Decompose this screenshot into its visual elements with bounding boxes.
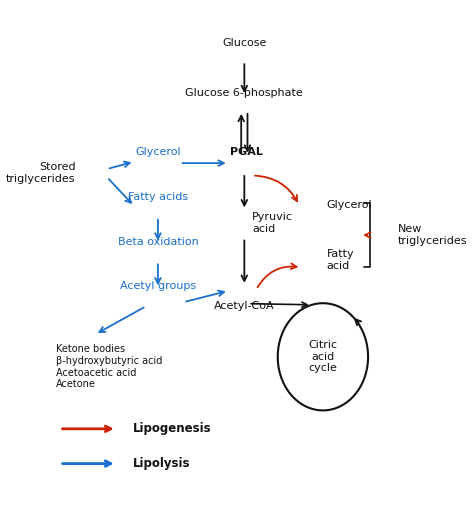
Text: Glycerol: Glycerol <box>135 147 181 157</box>
Text: Lipolysis: Lipolysis <box>132 457 190 470</box>
Text: Glycerol: Glycerol <box>327 200 373 210</box>
Text: Acetyl-CoA: Acetyl-CoA <box>214 300 274 311</box>
Text: Fatty acids: Fatty acids <box>128 192 188 202</box>
Text: Fatty
acid: Fatty acid <box>327 249 355 271</box>
Text: PGAL: PGAL <box>230 147 263 157</box>
Text: Ketone bodies
β-hydroxybutyric acid
Acetoacetic acid
Acetone: Ketone bodies β-hydroxybutyric acid Acet… <box>56 344 162 389</box>
Text: Pyruvic
acid: Pyruvic acid <box>252 212 293 233</box>
Text: Lipogenesis: Lipogenesis <box>132 422 211 435</box>
Text: Citric
acid
cycle: Citric acid cycle <box>309 340 337 373</box>
Text: Glucose 6-phosphate: Glucose 6-phosphate <box>185 87 303 97</box>
Text: Stored
triglycerides: Stored triglycerides <box>6 162 75 184</box>
Text: Glucose: Glucose <box>222 38 266 48</box>
Text: Beta oxidation: Beta oxidation <box>118 236 198 246</box>
Text: Acetyl groups: Acetyl groups <box>120 281 196 291</box>
Text: New
triglycerides: New triglycerides <box>398 224 467 246</box>
